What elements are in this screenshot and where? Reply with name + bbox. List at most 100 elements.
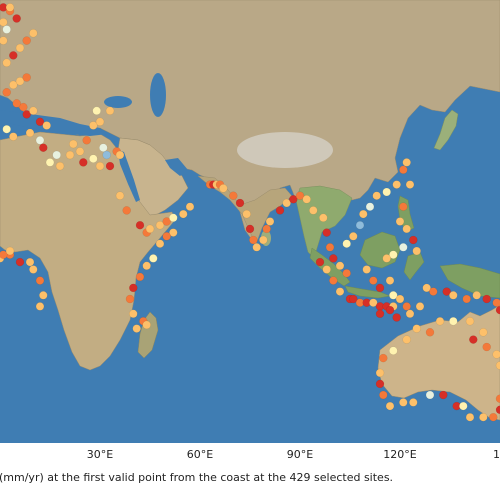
- site-marker: [252, 243, 261, 252]
- site-marker: [259, 235, 268, 245]
- site-marker: [442, 287, 451, 296]
- site-marker: [335, 287, 345, 296]
- map-caption: (mm/yr) at the first valid point from th…: [0, 471, 394, 484]
- site-marker: [342, 269, 351, 278]
- site-marker: [472, 291, 481, 300]
- site-marker: [302, 195, 311, 204]
- site-marker: [15, 76, 25, 86]
- site-marker: [319, 213, 328, 223]
- site-marker: [245, 224, 255, 234]
- site-marker: [22, 110, 31, 119]
- site-marker: [389, 291, 398, 300]
- site-marker: [22, 73, 31, 82]
- site-marker: [75, 147, 85, 156]
- site-marker: [449, 291, 458, 300]
- site-marker: [262, 224, 271, 234]
- site-marker: [275, 206, 285, 215]
- site-marker: [2, 124, 11, 134]
- site-marker: [169, 228, 178, 237]
- site-marker: [425, 328, 435, 337]
- site-marker: [329, 276, 338, 285]
- site-marker: [469, 335, 478, 344]
- site-marker: [102, 150, 111, 160]
- longitude-tick-label: 30°E: [86, 448, 114, 461]
- site-marker: [492, 350, 500, 359]
- site-marker: [99, 143, 108, 152]
- site-marker: [459, 401, 468, 411]
- site-marker: [389, 346, 398, 355]
- site-marker: [425, 390, 435, 400]
- site-marker: [405, 180, 415, 189]
- site-marker: [295, 191, 305, 200]
- map-frame[interactable]: [0, 0, 500, 443]
- site-marker: [125, 294, 135, 304]
- site-marker: [42, 121, 51, 130]
- site-marker: [375, 309, 385, 318]
- site-marker: [369, 276, 378, 285]
- site-marker: [289, 195, 298, 204]
- site-marker: [385, 305, 395, 315]
- site-marker: [462, 294, 471, 304]
- site-marker: [309, 206, 318, 215]
- site-marker: [365, 202, 375, 211]
- site-marker: [335, 261, 345, 270]
- site-marker: [375, 283, 385, 293]
- site-marker: [392, 180, 401, 189]
- site-marker: [9, 80, 18, 90]
- site-marker: [492, 298, 500, 307]
- site-marker: [12, 14, 21, 23]
- site-marker: [362, 265, 371, 274]
- site-marker: [29, 265, 38, 274]
- site-marker: [402, 158, 411, 167]
- site-marker: [495, 361, 500, 370]
- site-marker: [39, 143, 48, 152]
- site-marker: [395, 217, 405, 226]
- site-marker: [65, 150, 75, 160]
- site-marker: [355, 220, 365, 230]
- site-marker: [412, 324, 421, 333]
- site-marker: [379, 390, 388, 400]
- site-marker: [89, 154, 98, 163]
- site-marker: [495, 305, 500, 315]
- site-marker: [145, 224, 155, 234]
- site-marker: [179, 209, 188, 219]
- java-land: [344, 285, 391, 299]
- site-marker: [135, 272, 145, 282]
- site-marker: [465, 317, 475, 326]
- site-marker: [149, 254, 158, 263]
- site-marker: [0, 250, 8, 259]
- site-marker: [15, 43, 25, 53]
- longitude-tick-label: 90°E: [286, 448, 314, 461]
- sumatra-land: [309, 247, 351, 287]
- site-marker: [435, 317, 445, 326]
- site-marker: [135, 220, 145, 230]
- site-marker: [382, 254, 391, 263]
- site-marker: [142, 261, 151, 270]
- world-map[interactable]: [0, 0, 500, 443]
- site-marker: [0, 36, 8, 45]
- site-marker: [479, 328, 488, 337]
- site-marker: [35, 136, 45, 145]
- site-marker: [495, 394, 500, 403]
- site-marker: [242, 209, 251, 219]
- site-marker: [399, 165, 408, 175]
- site-marker: [402, 335, 411, 344]
- site-marker: [392, 313, 401, 322]
- site-marker: [82, 136, 91, 145]
- site-marker: [375, 368, 385, 378]
- site-marker: [105, 106, 115, 116]
- site-marker: [409, 398, 418, 407]
- site-marker: [185, 202, 195, 211]
- site-marker: [12, 99, 21, 108]
- site-marker: [29, 106, 38, 116]
- site-marker: [142, 320, 151, 330]
- site-marker: [325, 243, 335, 252]
- site-marker: [429, 287, 438, 296]
- longitude-tick-label: 60°E: [186, 448, 214, 461]
- site-marker: [5, 3, 15, 12]
- site-marker: [315, 257, 325, 267]
- site-marker: [115, 191, 125, 200]
- site-markers: [0, 3, 500, 422]
- site-marker: [52, 150, 61, 160]
- site-marker: [19, 102, 28, 112]
